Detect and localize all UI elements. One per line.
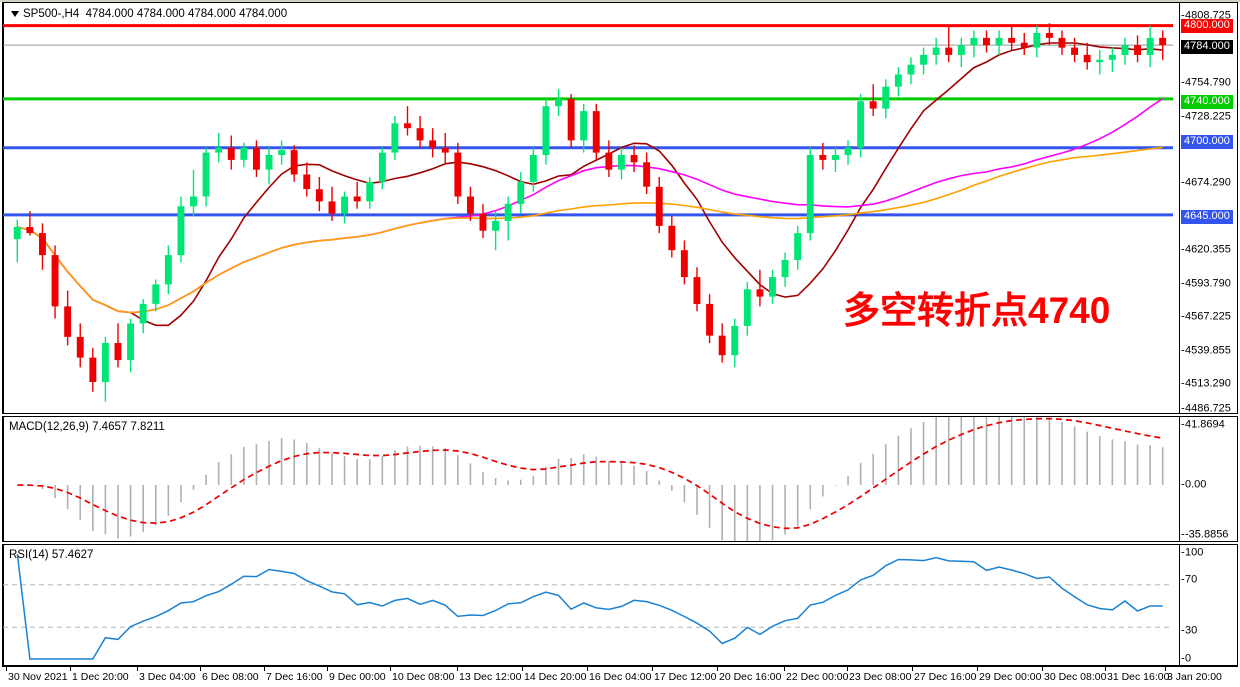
time-axis-tick [652, 667, 653, 671]
time-axis-label: 29 Dec 00:00 [979, 671, 1042, 683]
time-axis-label: 20 Dec 16:00 [719, 671, 782, 683]
macd-panel[interactable]: -41.8694 -0.00 --35.8856 MACD(12,26,9) 7.4… [2, 416, 1238, 542]
time-axis-label: 13 Dec 12:00 [459, 671, 522, 683]
axis-tick-label: -41.8694 [1181, 418, 1225, 431]
price-plot-area[interactable] [3, 3, 1237, 413]
price-chart-panel[interactable]: -4808.725 4800.000 4784.000 -4754.790 4740.0… [2, 2, 1238, 414]
rsi-panel[interactable]: -100 -70 -30 -0 RSI(14) 57.4627 [2, 544, 1238, 666]
time-axis-tick [912, 667, 913, 671]
axis-tick-label: -70 [1181, 573, 1198, 586]
price-candlestick-svg [3, 23, 1173, 402]
price-level-label[interactable]: 4784.000 [1181, 40, 1233, 54]
time-axis-tick [1165, 667, 1166, 671]
window-top-strip [0, 0, 1240, 2]
price-level-label[interactable]: 4800.000 [1181, 19, 1233, 33]
symbol-label: SP500-,H4 [23, 8, 80, 20]
time-axis-tick [717, 667, 718, 671]
time-axis-tick [522, 667, 523, 671]
rsi-svg [3, 553, 1173, 660]
time-axis-label: 16 Dec 04:00 [589, 671, 652, 683]
axis-tick-label: -4674.290 [1181, 176, 1231, 189]
time-axis-label: 1 Dec 20:00 [72, 671, 129, 683]
time-axis-tick [200, 667, 201, 671]
time-axis-label: 27 Dec 16:00 [914, 671, 977, 683]
axis-tick-label: -4593.790 [1181, 277, 1231, 290]
axis-tick-label: --35.8856 [1181, 528, 1229, 541]
time-axis-label: 6 Dec 08:00 [202, 671, 259, 683]
time-axis-tick [1042, 667, 1043, 671]
price-level-label[interactable]: 4740.000 [1181, 95, 1233, 109]
axis-tick-label: -100 [1181, 546, 1204, 559]
rsi-axis-line [1179, 545, 1180, 665]
time-axis-label: 22 Dec 00:00 [786, 671, 849, 683]
time-axis-label: 3 Dec 04:00 [139, 671, 196, 683]
axis-tick-label: -4567.225 [1181, 310, 1231, 323]
price-level-label[interactable]: 4700.000 [1181, 135, 1233, 149]
time-axis-tick [784, 667, 785, 671]
triangle-down-icon[interactable] [11, 10, 19, 17]
time-axis-label: 10 Dec 08:00 [392, 671, 455, 683]
price-axis-line [1179, 3, 1180, 413]
time-axis-tick [264, 667, 265, 671]
time-axis-label: 30 Dec 08:00 [1044, 671, 1107, 683]
axis-tick-label: -4754.790 [1181, 76, 1231, 89]
time-axis-label: 9 Dec 00:00 [329, 671, 386, 683]
time-axis-label: 14 Dec 20:00 [524, 671, 587, 683]
axis-tick-label: -0.00 [1181, 478, 1207, 491]
chart-annotation-text: 多空转折点4740 [843, 290, 1111, 331]
axis-tick-label: -4728.225 [1181, 110, 1231, 123]
price-level-label[interactable]: 4645.000 [1181, 210, 1233, 224]
time-axis-label: 7 Dec 16:00 [266, 671, 323, 683]
time-axis: 30 Nov 2021 1 Dec 20:00 3 Dec 04:00 6 Dec 0… [2, 666, 1238, 686]
time-axis-label: 30 Nov 2021 [8, 671, 68, 683]
axis-tick-label: -4513.290 [1181, 377, 1231, 390]
time-axis-tick [390, 667, 391, 671]
macd-axis-line [1179, 417, 1180, 541]
axis-tick-label: -4620.355 [1181, 243, 1231, 256]
time-axis-tick [137, 667, 138, 671]
time-axis-tick [457, 667, 458, 671]
axis-tick-label: -30 [1181, 624, 1198, 637]
price-panel-header: SP500-,H4 4784.000 4784.000 4784.000 478… [11, 8, 287, 21]
ohlc-values: 4784.000 4784.000 4784.000 4784.000 [85, 8, 288, 20]
axis-tick-label: -0 [1181, 652, 1192, 665]
time-axis-tick [977, 667, 978, 671]
rsi-plot-area[interactable] [3, 545, 1237, 665]
time-axis-label: 31 Dec 16:00 [1107, 671, 1170, 683]
time-axis-label: 3 Jan 20:00 [1167, 671, 1222, 683]
axis-tick-label: -4808.725 [1181, 9, 1231, 22]
axis-tick-label: -4486.725 [1181, 402, 1231, 415]
time-axis-label: 23 Dec 08:00 [849, 671, 912, 683]
time-axis-tick [6, 667, 7, 671]
time-axis-tick [847, 667, 848, 671]
axis-tick-label: -4539.855 [1181, 344, 1231, 357]
time-axis-tick [587, 667, 588, 671]
macd-plot-area[interactable] [3, 417, 1237, 541]
time-axis-tick [327, 667, 328, 671]
time-axis-tick [70, 667, 71, 671]
macd-header: MACD(12,26,9) 7.4657 7.8211 [9, 421, 165, 433]
macd-svg [17, 417, 1164, 541]
rsi-header: RSI(14) 57.4627 [9, 549, 94, 561]
time-axis-tick [1105, 667, 1106, 671]
time-axis-label: 17 Dec 12:00 [654, 671, 717, 683]
